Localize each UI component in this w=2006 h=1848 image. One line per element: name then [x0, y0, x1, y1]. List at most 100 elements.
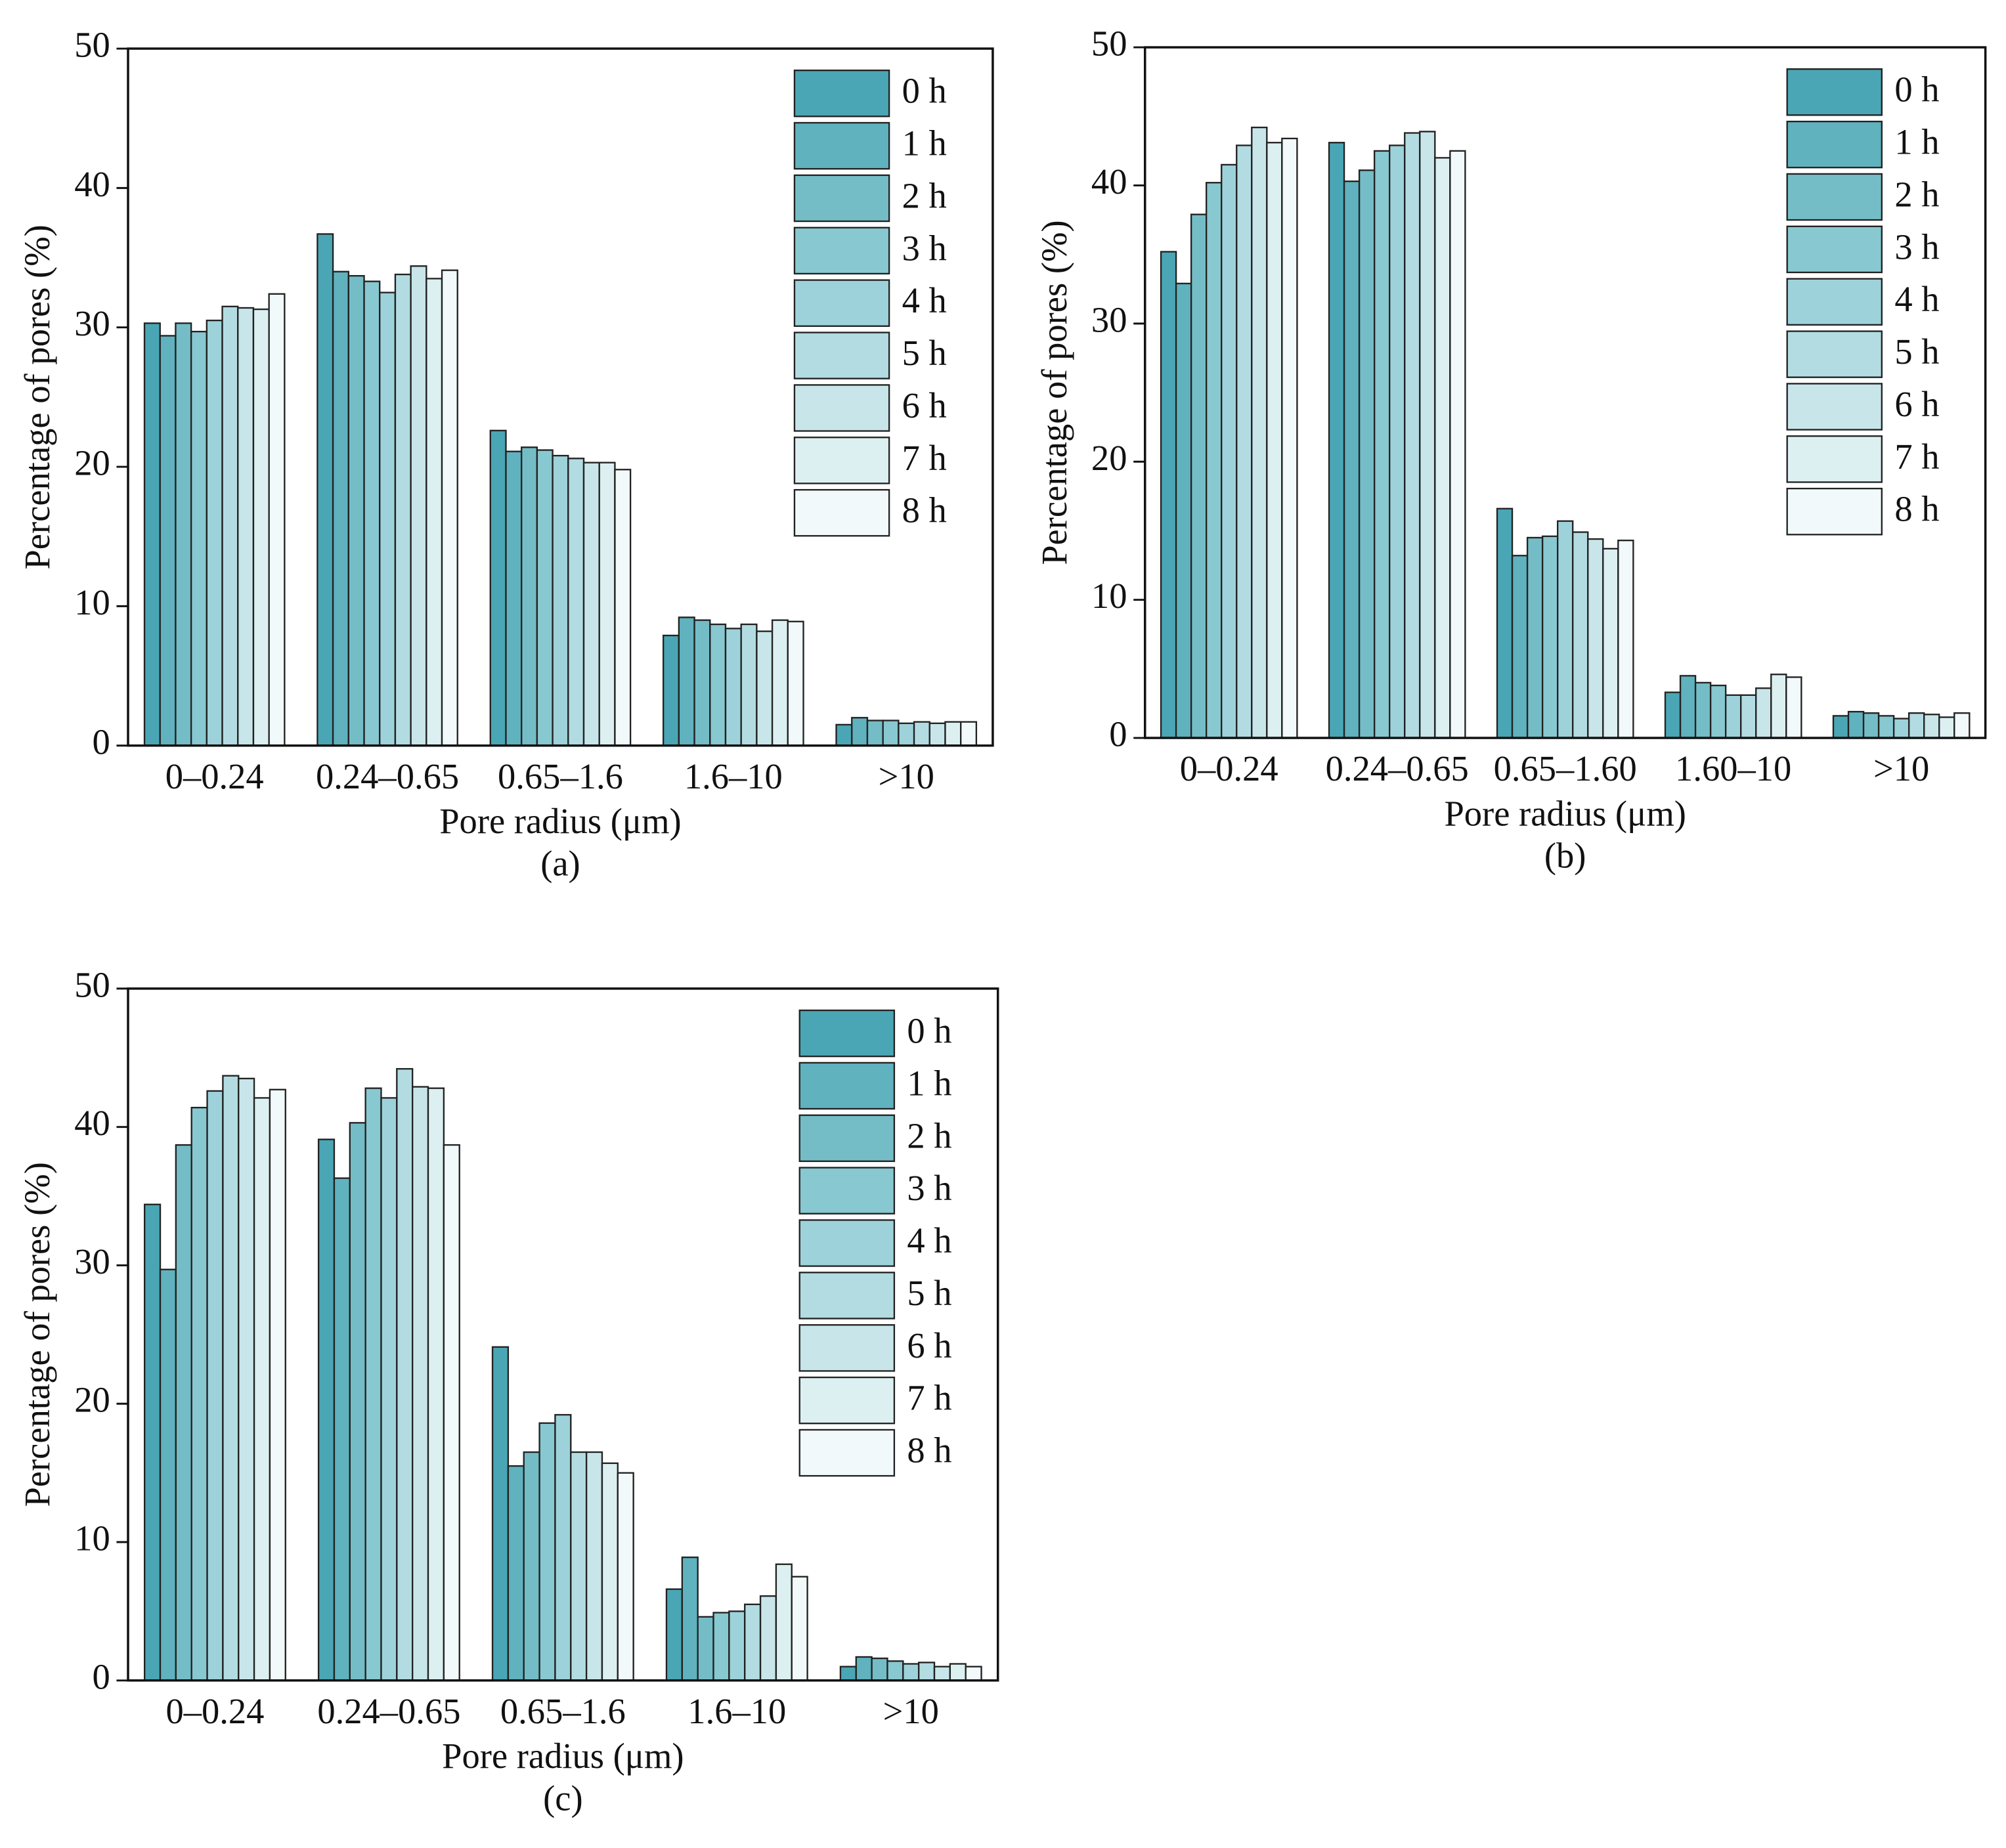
bar	[601, 1462, 619, 1681]
y-tick-label: 10	[1091, 576, 1127, 616]
bar	[1862, 712, 1880, 739]
bar	[190, 330, 208, 746]
bar	[1358, 169, 1376, 739]
bar	[693, 619, 711, 746]
bar	[740, 623, 758, 746]
bar	[663, 634, 680, 746]
bar	[1221, 163, 1238, 739]
bar	[363, 280, 381, 746]
bar	[1847, 710, 1865, 739]
y-tick-label: 50	[74, 25, 110, 65]
caption: (c)	[543, 1778, 583, 1818]
legend-label: 4 h	[902, 280, 947, 320]
legend-label: 8 h	[902, 490, 947, 530]
bar	[412, 1086, 429, 1681]
legend-swatch	[793, 437, 890, 484]
bar	[928, 722, 946, 746]
legend-swatch	[798, 1062, 896, 1110]
bar	[1236, 144, 1253, 739]
bar	[1679, 675, 1697, 739]
bar	[709, 623, 727, 746]
x-tick-label: >10	[879, 756, 934, 796]
bar	[491, 1346, 510, 1681]
legend-label: 6 h	[902, 385, 947, 425]
bar	[678, 616, 695, 746]
bar	[159, 1268, 177, 1681]
x-tick-label: 0–0.24	[165, 1691, 264, 1731]
bar	[882, 720, 900, 746]
bar	[1449, 150, 1466, 739]
legend-swatch	[1786, 488, 1883, 536]
bar	[505, 450, 523, 746]
bar	[1328, 142, 1345, 739]
bar	[913, 721, 930, 746]
y-tick-label: 40	[74, 1103, 110, 1143]
bar	[1709, 684, 1727, 739]
bar	[332, 270, 349, 746]
x-tick-label: 1.6–10	[687, 1691, 786, 1731]
bar	[665, 1588, 684, 1681]
legend-label: 1 h	[1894, 122, 1939, 162]
y-axis-label: Percentage of pores (%)	[17, 1162, 57, 1507]
bar	[960, 721, 978, 746]
y-tick-label: 10	[74, 582, 110, 622]
bar	[933, 1665, 951, 1681]
bar	[364, 1087, 382, 1681]
legend-swatch	[793, 69, 890, 118]
legend-swatch	[793, 121, 890, 170]
bar	[237, 307, 255, 746]
legend-label: 1 h	[907, 1063, 951, 1103]
y-tick-label: 50	[74, 964, 110, 1004]
x-axis-label: Pore radius (μm)	[442, 1736, 684, 1776]
bar	[1190, 213, 1208, 739]
legend-swatch	[793, 488, 890, 537]
bar	[1923, 714, 1940, 739]
bar	[1785, 676, 1802, 739]
x-tick-label: 0.24–0.65	[316, 756, 459, 796]
bar	[1496, 507, 1514, 739]
bar	[1281, 137, 1298, 739]
legend-swatch	[1786, 120, 1883, 169]
bar	[585, 1451, 603, 1681]
legend-label: 6 h	[1894, 384, 1939, 424]
bar	[190, 1106, 208, 1681]
bar	[349, 1122, 366, 1681]
bar	[871, 1657, 888, 1681]
y-tick-label: 20	[74, 443, 110, 483]
legend-label: 7 h	[902, 438, 947, 478]
y-axis-label: Percentage of pores (%)	[17, 225, 57, 569]
bar	[1404, 132, 1421, 739]
x-tick-label: 1.6–10	[684, 756, 783, 796]
bar	[521, 446, 538, 746]
bar	[206, 1090, 224, 1681]
bar	[1694, 681, 1712, 739]
x-tick-label: 0.65–1.6	[500, 1691, 626, 1731]
bar	[1251, 126, 1268, 739]
legend-swatch	[1786, 435, 1883, 483]
bar	[507, 1465, 525, 1681]
bar	[712, 1612, 730, 1681]
y-tick-label: 20	[1091, 438, 1127, 478]
legend-label: 8 h	[1894, 489, 1939, 529]
legend-label: 2 h	[907, 1115, 951, 1155]
legend-label: 3 h	[1894, 226, 1939, 267]
bar	[949, 1663, 967, 1681]
bar	[1343, 180, 1361, 739]
bar	[222, 1075, 240, 1681]
legend-label: 5 h	[902, 333, 947, 373]
legend-label: 7 h	[907, 1378, 951, 1418]
bar	[1557, 520, 1574, 739]
bar	[379, 291, 397, 746]
bar	[410, 265, 427, 746]
x-tick-label: 0–0.24	[1180, 748, 1278, 788]
bar	[728, 1610, 746, 1681]
bar	[1206, 182, 1223, 739]
bar	[1617, 540, 1634, 739]
y-tick-label: 30	[1091, 299, 1127, 339]
y-tick-label: 20	[74, 1380, 110, 1420]
bar	[1419, 131, 1436, 739]
x-tick-label: >10	[1873, 748, 1929, 788]
legend-label: 2 h	[1894, 174, 1939, 214]
bar	[1434, 157, 1451, 739]
